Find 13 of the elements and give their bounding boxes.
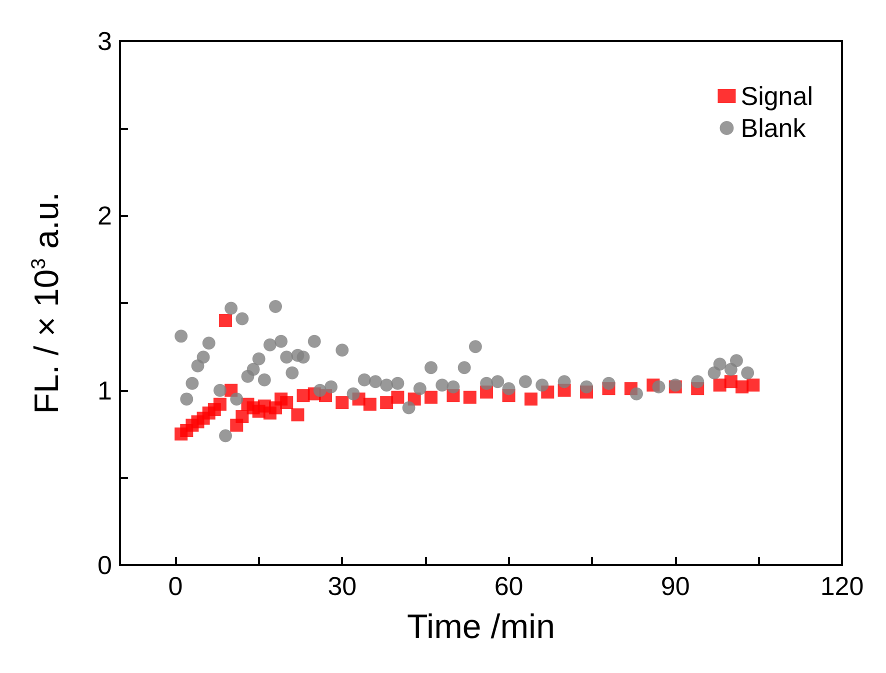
- legend-label: Blank: [740, 113, 807, 143]
- y-tick-label: 3: [98, 26, 112, 56]
- x-tick-label: 0: [168, 571, 183, 601]
- legend-label: Signal: [740, 81, 814, 111]
- y-tick-label: 1: [98, 375, 112, 406]
- x-tick-label: 30: [328, 571, 357, 601]
- y-axis-title: FL. / × 103 a.u.: [28, 192, 66, 414]
- y-tick-label: 2: [98, 200, 112, 231]
- x-axis-title: Time /min: [407, 608, 555, 646]
- x-tick-label: 90: [660, 571, 690, 601]
- x-tick-label: 120: [820, 571, 864, 601]
- x-tick-label: 60: [494, 571, 524, 601]
- y-tick-label: 0: [98, 550, 112, 580]
